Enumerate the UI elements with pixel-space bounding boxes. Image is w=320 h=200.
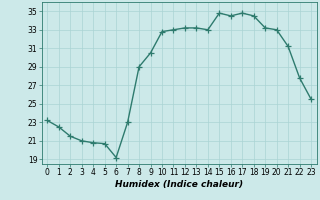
X-axis label: Humidex (Indice chaleur): Humidex (Indice chaleur) <box>115 180 243 189</box>
